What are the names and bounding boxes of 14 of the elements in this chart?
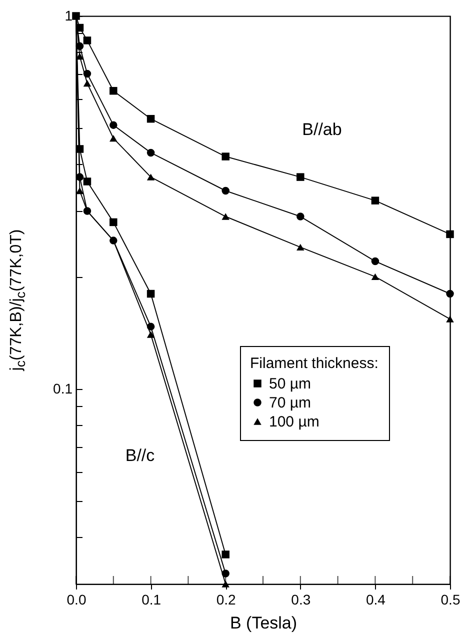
legend-label: 70 µm bbox=[269, 394, 311, 412]
annotation: B//c bbox=[125, 446, 155, 466]
x-tick-label: 0.0 bbox=[66, 592, 86, 608]
legend-label: 100 µm bbox=[269, 414, 320, 430]
x-tick-label: 0.3 bbox=[291, 592, 311, 608]
x-tick-label: 0.2 bbox=[216, 592, 236, 608]
x-tick-label: 0.1 bbox=[142, 592, 162, 608]
legend-title: Filament thickness: bbox=[250, 355, 378, 372]
annotation: B//ab bbox=[302, 120, 342, 140]
x-axis-title: B (Tesla) bbox=[230, 614, 298, 632]
legend-label: 50 µm bbox=[269, 376, 311, 392]
x-tick-label: 0.5 bbox=[440, 592, 460, 608]
x-tick-label: 0.4 bbox=[366, 592, 386, 608]
y-tick-label: 1 bbox=[64, 8, 73, 24]
